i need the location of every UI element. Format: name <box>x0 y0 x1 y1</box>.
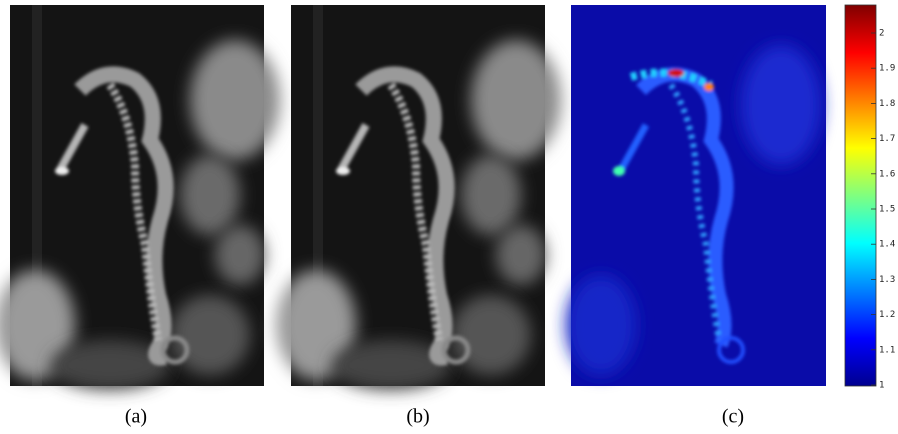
tick-label: 1.1 <box>879 345 895 355</box>
panel-label: (c) <box>722 406 744 428</box>
colorbar <box>845 5 876 386</box>
tick-label: 1 <box>879 381 884 391</box>
tick-label: 1.8 <box>879 99 895 109</box>
image-a <box>0 5 280 390</box>
tick-label: 1.5 <box>879 205 895 215</box>
tick-label: 1.6 <box>879 169 895 179</box>
image-c <box>566 5 826 386</box>
image-b <box>276 5 561 390</box>
tick-label: 1.7 <box>879 134 895 144</box>
panel-label: (a) <box>125 406 147 428</box>
tick-label: 2 <box>879 29 884 39</box>
tick-label: 1.4 <box>879 240 895 250</box>
tick-label: 1.9 <box>879 64 895 74</box>
tick-label: 1.2 <box>879 310 895 320</box>
panel-label: (b) <box>406 406 429 428</box>
figure: 1 1.1 1.2 1.3 1.4 1.5 1.6 1.7 1.8 1.9 2 (a) (b) (c… <box>0 0 898 434</box>
tick-label: 1.3 <box>879 275 895 285</box>
